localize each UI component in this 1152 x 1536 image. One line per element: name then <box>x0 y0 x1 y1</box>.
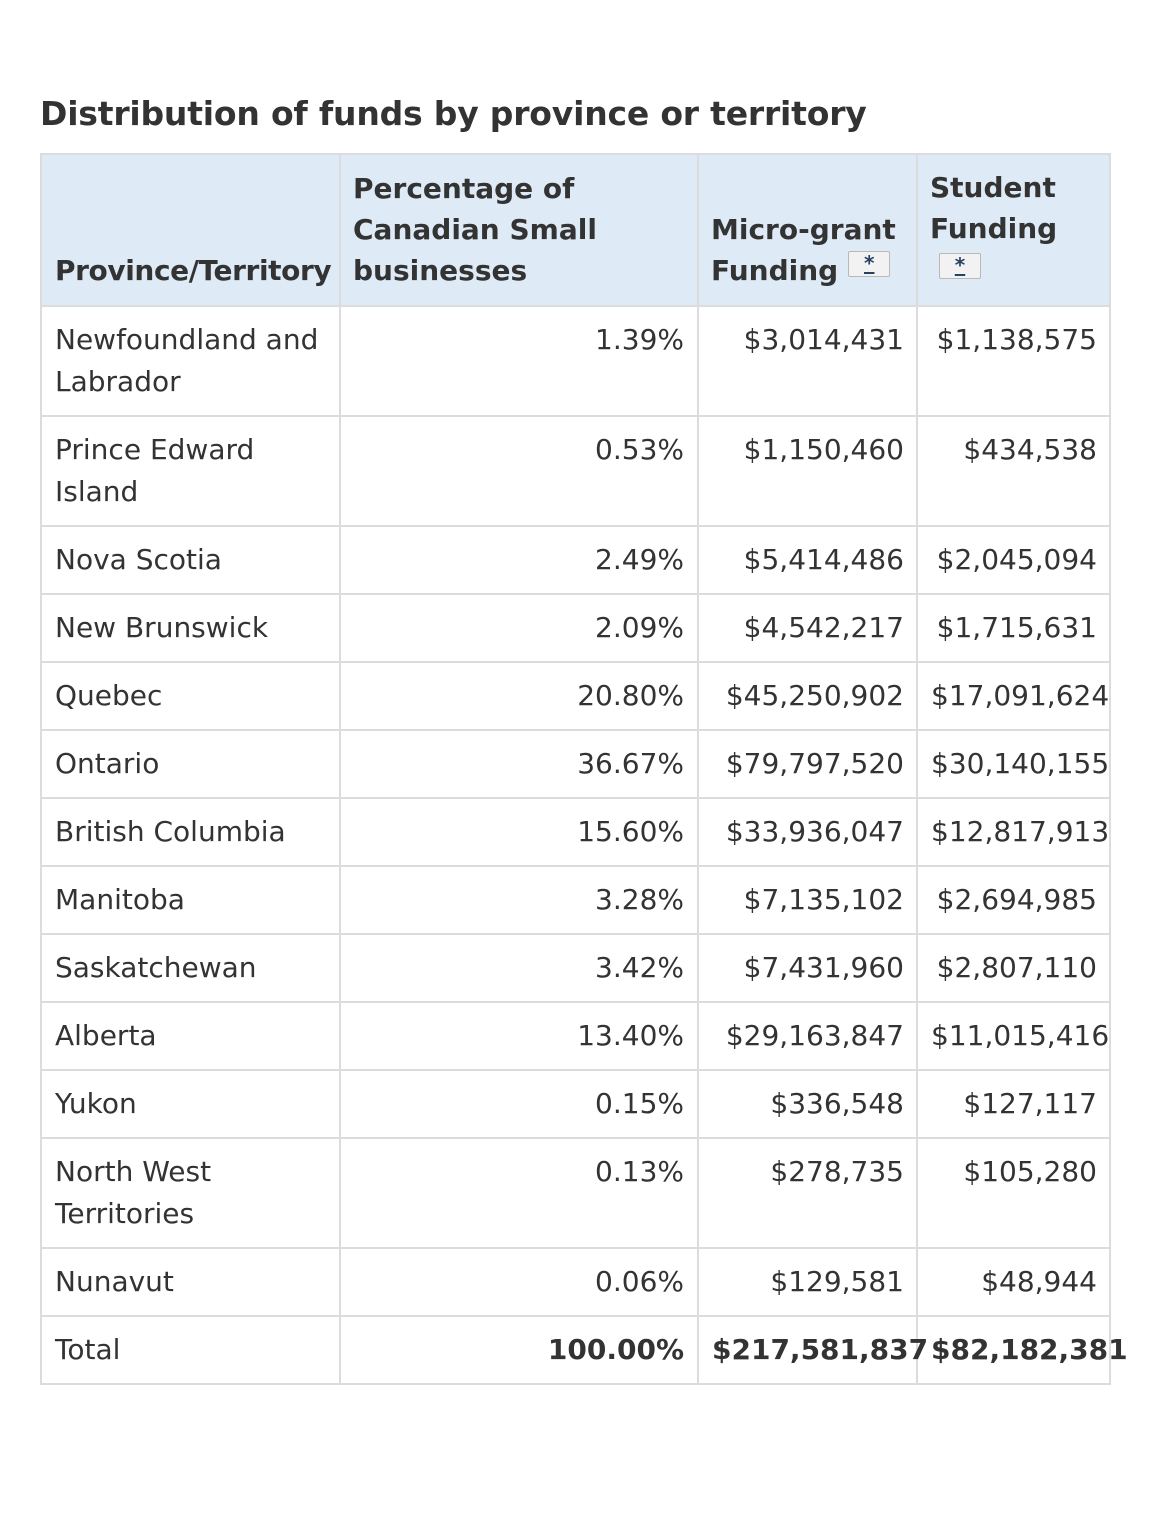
table-row: Prince Edward Island 0.53% $1,150,460 $4… <box>40 415 1111 527</box>
total-label-cell: Total <box>40 1315 341 1385</box>
table-row: Newfoundland and Labrador 1.39% $3,014,4… <box>40 305 1111 417</box>
student-funding-cell: $434,538 <box>916 415 1111 527</box>
percentage-cell: 1.39% <box>339 305 699 417</box>
table-row: Manitoba 3.28% $7,135,102 $2,694,985 <box>40 865 1111 935</box>
table-row: Alberta 13.40% $29,163,847 $11,015,416 <box>40 1001 1111 1071</box>
table-total-row: Total 100.00% $217,581,837 $82,182,381 <box>40 1315 1128 1385</box>
header-micro-grant-line-2: Funding <box>711 254 839 287</box>
percentage-cell: 0.13% <box>339 1137 699 1249</box>
header-micro-grant-line-1: Micro-grant <box>711 213 896 246</box>
table-row: New Brunswick 2.09% $4,542,217 $1,715,63… <box>40 593 1111 663</box>
table-row: British Columbia 15.60% $33,936,047 $12,… <box>40 797 1111 867</box>
micro-grant-cell: $5,414,486 <box>697 525 918 595</box>
table-row: Ontario 36.67% $79,797,520 $30,140,155 <box>40 729 1111 799</box>
province-cell: British Columbia <box>40 797 341 867</box>
student-funding-cell: $1,138,575 <box>916 305 1111 417</box>
percentage-cell: 3.42% <box>339 933 699 1003</box>
total-student-funding-cell: $82,182,381 <box>916 1315 1128 1385</box>
micro-grant-cell: $278,735 <box>697 1137 918 1249</box>
table-row: Quebec 20.80% $45,250,902 $17,091,624 <box>40 661 1111 731</box>
header-student-line-1: Student <box>930 171 1056 204</box>
percentage-cell: 0.06% <box>339 1247 699 1317</box>
student-funding-cell: $11,015,416 <box>916 1001 1111 1071</box>
total-percentage-cell: 100.00% <box>339 1315 699 1385</box>
province-cell: Quebec <box>40 661 341 731</box>
table-row: Nunavut 0.06% $129,581 $48,944 <box>40 1247 1111 1317</box>
micro-grant-cell: $45,250,902 <box>697 661 918 731</box>
province-cell: Ontario <box>40 729 341 799</box>
micro-grant-cell: $3,014,431 <box>697 305 918 417</box>
header-percentage: Percentage of Canadian Small businesses <box>339 153 699 307</box>
percentage-cell: 36.67% <box>339 729 699 799</box>
percentage-cell: 2.49% <box>339 525 699 595</box>
header-percentage-line-2: Canadian Small <box>353 213 597 246</box>
student-funding-cell: $12,817,913 <box>916 797 1111 867</box>
micro-grant-cell: $7,431,960 <box>697 933 918 1003</box>
table-row: North West Territories 0.13% $278,735 $1… <box>40 1137 1111 1249</box>
header-student-line-2: Funding <box>930 212 1058 245</box>
province-cell: Newfoundland and Labrador <box>40 305 341 417</box>
micro-grant-cell: $29,163,847 <box>697 1001 918 1071</box>
funds-distribution-table: Province/Territory Percentage of Canadia… <box>40 153 1128 1385</box>
percentage-cell: 3.28% <box>339 865 699 935</box>
province-cell: Manitoba <box>40 865 341 935</box>
table-row: Nova Scotia 2.49% $5,414,486 $2,045,094 <box>40 525 1111 595</box>
student-funding-cell: $30,140,155 <box>916 729 1111 799</box>
header-percentage-line-1: Percentage of <box>353 172 575 205</box>
footnote-marker: * <box>863 251 875 275</box>
province-cell: Nunavut <box>40 1247 341 1317</box>
micro-grant-footnote-link[interactable]: * <box>848 251 891 277</box>
percentage-cell: 15.60% <box>339 797 699 867</box>
student-funding-cell: $2,807,110 <box>916 933 1111 1003</box>
percentage-cell: 13.40% <box>339 1001 699 1071</box>
province-cell: North West Territories <box>40 1137 341 1249</box>
table-header-row: Province/Territory Percentage of Canadia… <box>40 153 1111 307</box>
micro-grant-cell: $79,797,520 <box>697 729 918 799</box>
student-funding-cell: $2,694,985 <box>916 865 1111 935</box>
province-cell: Alberta <box>40 1001 341 1071</box>
table-row: Yukon 0.15% $336,548 $127,117 <box>40 1069 1111 1139</box>
table-row: Saskatchewan 3.42% $7,431,960 $2,807,110 <box>40 933 1111 1003</box>
student-funding-cell: $1,715,631 <box>916 593 1111 663</box>
student-funding-cell: $48,944 <box>916 1247 1111 1317</box>
province-cell: Prince Edward Island <box>40 415 341 527</box>
student-funding-footnote-link[interactable]: * <box>939 253 981 279</box>
micro-grant-cell: $1,150,460 <box>697 415 918 527</box>
percentage-cell: 0.15% <box>339 1069 699 1139</box>
header-percentage-line-3: businesses <box>353 254 528 287</box>
micro-grant-cell: $129,581 <box>697 1247 918 1317</box>
footnote-marker: * <box>954 253 966 277</box>
student-funding-cell: $105,280 <box>916 1137 1111 1249</box>
micro-grant-cell: $336,548 <box>697 1069 918 1139</box>
student-funding-cell: $127,117 <box>916 1069 1111 1139</box>
province-cell: Yukon <box>40 1069 341 1139</box>
micro-grant-cell: $7,135,102 <box>697 865 918 935</box>
percentage-cell: 0.53% <box>339 415 699 527</box>
header-province: Province/Territory <box>40 153 341 307</box>
province-cell: New Brunswick <box>40 593 341 663</box>
micro-grant-cell: $4,542,217 <box>697 593 918 663</box>
percentage-cell: 2.09% <box>339 593 699 663</box>
page-title: Distribution of funds by province or ter… <box>40 94 867 133</box>
province-cell: Saskatchewan <box>40 933 341 1003</box>
student-funding-cell: $17,091,624 <box>916 661 1111 731</box>
micro-grant-cell: $33,936,047 <box>697 797 918 867</box>
percentage-cell: 20.80% <box>339 661 699 731</box>
province-cell: Nova Scotia <box>40 525 341 595</box>
student-funding-cell: $2,045,094 <box>916 525 1111 595</box>
header-student-funding: Student Funding * <box>916 153 1111 307</box>
total-micro-grant-cell: $217,581,837 <box>697 1315 928 1385</box>
header-micro-grant: Micro-grant Funding * <box>697 153 918 307</box>
